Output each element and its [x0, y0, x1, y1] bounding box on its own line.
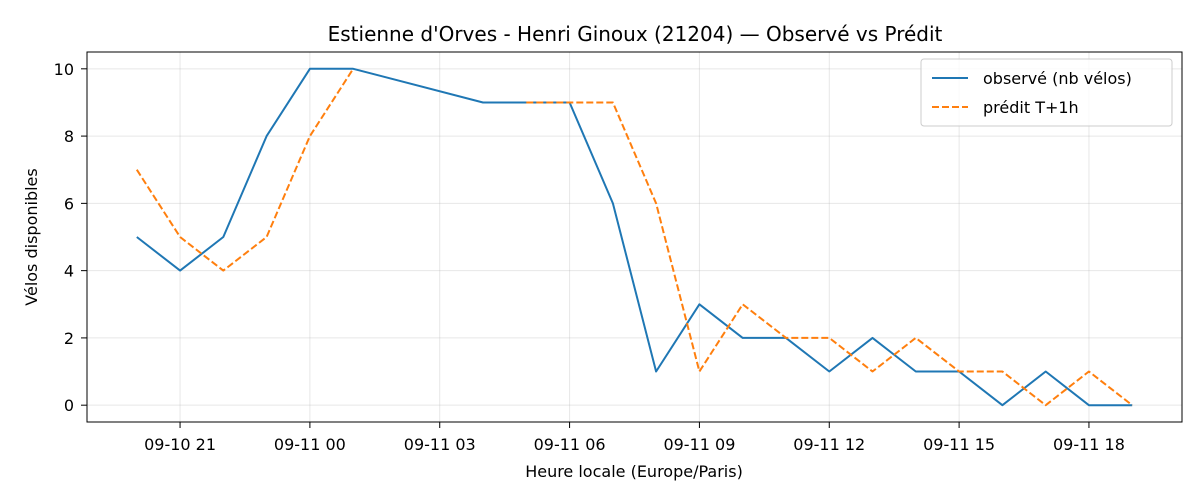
- y-tick-label: 6: [64, 194, 74, 213]
- x-axis: 09-10 21 09-11 00 09-11 03 09-11 06 09-11 09…: [144, 422, 1125, 454]
- legend-label-predicted: prédit T+1h: [983, 98, 1079, 117]
- x-tick-label: 09-11 09: [663, 435, 735, 454]
- legend-box: [920, 58, 1173, 127]
- series-layer: [135, 67, 1133, 407]
- y-tick-label: 0: [64, 396, 74, 415]
- x-tick-label: 09-11 18: [1053, 435, 1125, 454]
- legend-label-observed: observé (nb vélos): [983, 69, 1132, 88]
- x-tick-label: 09-11 15: [923, 435, 995, 454]
- y-tick-label: 4: [64, 262, 74, 281]
- y-tick-label: 10: [54, 60, 74, 79]
- y-tick-label: 8: [64, 127, 74, 146]
- y-axis-label: Vélos disponibles: [22, 168, 41, 305]
- x-axis-label: Heure locale (Europe/Paris): [525, 462, 743, 481]
- y-axis: 0 2 4 6 8 10: [54, 60, 87, 415]
- x-tick-label: 09-11 06: [534, 435, 606, 454]
- y-tick-label: 2: [64, 329, 74, 348]
- legend: observé (nb vélos) prédit T+1h: [920, 58, 1173, 127]
- chart-title: Estienne d'Orves - Henri Ginoux (21204) …: [328, 22, 943, 46]
- x-tick-label: 09-10 21: [144, 435, 216, 454]
- x-tick-label: 09-11 12: [793, 435, 865, 454]
- series-line-predicted: [135, 68, 1133, 407]
- series-line-observed: [136, 67, 1133, 407]
- x-tick-label: 09-11 00: [274, 435, 346, 454]
- plot-frame: [86, 51, 1183, 423]
- x-tick-label: 09-11 03: [404, 435, 476, 454]
